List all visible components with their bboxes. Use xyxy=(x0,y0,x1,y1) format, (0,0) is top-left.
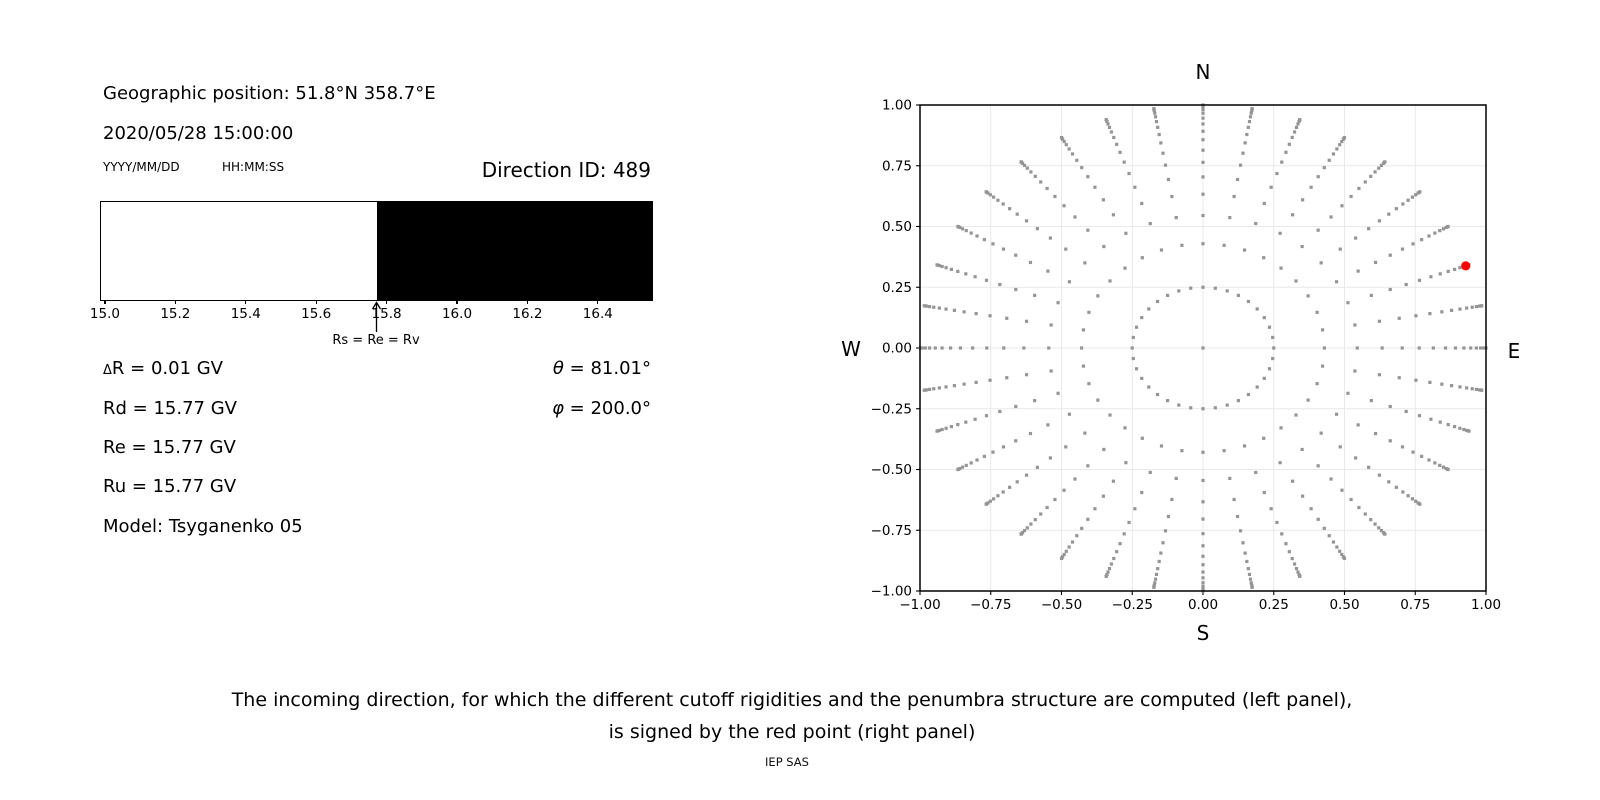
time-format-label: HH:MM:SS xyxy=(222,160,285,174)
scatter-dots xyxy=(918,103,1488,593)
axis-tick-label: 15.2 xyxy=(160,306,191,322)
ru-row: Ru = 15.77 GV xyxy=(103,476,237,497)
axis-tick-mark xyxy=(104,300,106,304)
direction-id-text: Direction ID: 489 xyxy=(481,158,651,182)
axis-tick-label: 16.0 xyxy=(441,306,473,322)
axis-tick-mark xyxy=(456,300,458,304)
y-tick-label: −0.50 xyxy=(871,462,912,478)
red-direction-point xyxy=(1461,261,1471,271)
compass-label-south: S xyxy=(1196,621,1210,645)
axis-tick-mark xyxy=(245,300,247,304)
axis-tick-mark xyxy=(385,300,388,304)
axis-tick-mark xyxy=(315,300,317,304)
compass-label-north: N xyxy=(1195,60,1211,84)
x-tick-label: 0.00 xyxy=(1188,597,1218,613)
axis-tick-mark xyxy=(597,300,599,304)
penumbra-axis: 15.0 15.2 15.4 15.6 15.8 16.0 16.2 16.4 xyxy=(90,300,651,340)
re-row: Re = 15.77 GV xyxy=(103,437,236,458)
date-format-label: YYYY/MM/DD xyxy=(103,160,180,174)
arrow-label: Rs = Re = Rv xyxy=(332,333,420,348)
credit-text: IEP SAS xyxy=(765,755,809,769)
y-tick-label: 0.75 xyxy=(882,158,912,174)
y-tick-label: −0.75 xyxy=(871,523,912,539)
penumbra-chart xyxy=(100,201,653,301)
y-tick-label: 0.50 xyxy=(882,219,912,235)
rd-row: Rd = 15.77 GV xyxy=(103,398,237,419)
x-tick-label: −0.50 xyxy=(1041,597,1082,613)
phi-row: φ = 200.0° xyxy=(552,398,651,419)
datetime-text: 2020/05/28 15:00:00 xyxy=(103,123,294,144)
theta-symbol: θ xyxy=(552,358,564,379)
y-tick-label: −1.00 xyxy=(871,584,912,600)
axis-tick-label: 16.2 xyxy=(512,306,543,322)
axis-tick-mark xyxy=(174,300,176,304)
x-tick-label: −0.25 xyxy=(1112,597,1153,613)
axis-tick-label: 15.8 xyxy=(371,306,402,322)
axis-tick-label: 15.6 xyxy=(301,306,332,322)
y-tick-label: 0.25 xyxy=(882,280,912,296)
phi-symbol: φ xyxy=(552,398,564,419)
cutoff-arrow xyxy=(371,301,381,332)
compass-label-west: W xyxy=(841,337,861,361)
y-tick-label: 1.00 xyxy=(882,98,912,114)
direction-plot: −1.00 −0.75 −0.50 −0.25 0.00 0.25 0.50 0.75 1.00… xyxy=(871,98,1501,613)
axis-tick-mark xyxy=(526,300,528,304)
delta-symbol: Δ xyxy=(103,363,112,378)
y-tick-label: −0.25 xyxy=(871,401,912,417)
geo-position-text: Geographic position: 51.8°N 358.7°E xyxy=(103,83,436,104)
x-tick-label: 1.00 xyxy=(1471,597,1501,613)
penumbra-segment xyxy=(101,202,378,300)
x-tick-label: 0.50 xyxy=(1329,597,1359,613)
penumbra-segment xyxy=(377,202,652,300)
model-row: Model: Tsyganenko 05 xyxy=(103,516,303,537)
x-tick-label: 0.75 xyxy=(1400,597,1430,613)
y-tick-label: 0.00 xyxy=(882,341,912,357)
x-tick-label: 0.25 xyxy=(1259,597,1289,613)
axis-tick-label: 16.4 xyxy=(582,306,613,322)
caption-line-1: The incoming direction, for which the di… xyxy=(231,689,1353,711)
compass-label-east: E xyxy=(1507,339,1521,363)
caption-line-2: is signed by the red point (right panel) xyxy=(608,720,976,743)
axis-tick-label: 15.0 xyxy=(89,306,120,322)
x-tick-label: −0.75 xyxy=(970,597,1011,613)
figure-caption: The incoming direction, for which the di… xyxy=(0,685,1584,748)
plot-frame xyxy=(919,104,1487,592)
delta-r-row: ΔR = 0.01 GV xyxy=(103,358,223,379)
x-tick-label: −1.00 xyxy=(899,597,940,613)
theta-row: θ = 81.01° xyxy=(552,358,651,379)
axis-tick-label: 15.4 xyxy=(230,306,261,322)
